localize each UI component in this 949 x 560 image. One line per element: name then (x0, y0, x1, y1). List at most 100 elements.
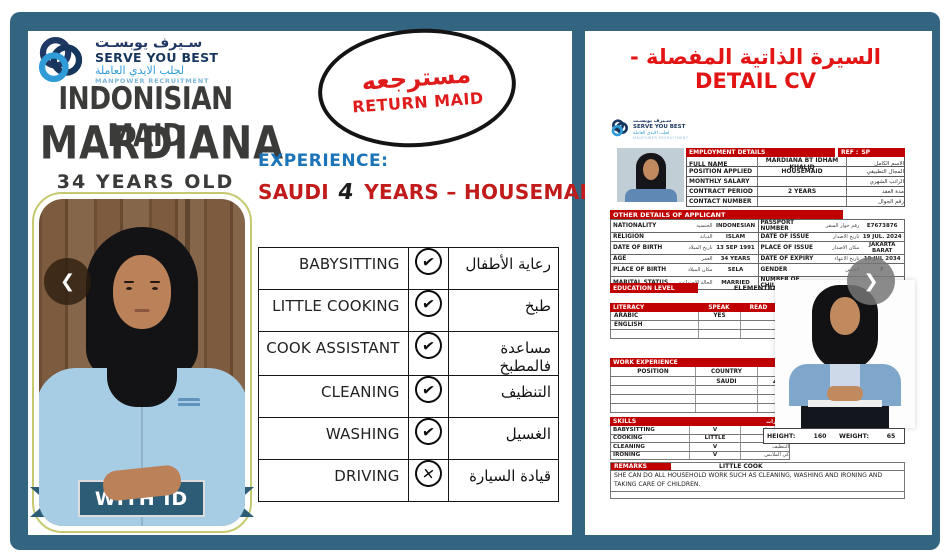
detail-label: PLACE OF BIRTH (613, 267, 667, 273)
detail-value: MARRIED (721, 280, 750, 286)
cv-skill-arabic: كي الملابس (764, 452, 789, 459)
work-cell (611, 395, 696, 403)
employment-row: CONTRACT PERIOD 2 YEARS مدة العقد (686, 187, 905, 197)
height-value: 160 (813, 432, 827, 440)
face-shape (113, 255, 171, 329)
cv-skill-label: COOKING (613, 435, 643, 442)
agency-logo-text: سـيرف يوبسـت SERVE YOU BEST لجلب الايدي … (95, 33, 218, 86)
remarks-header-row: REMARKS LITTLE COOK (610, 462, 905, 471)
check-circle-icon: ✔ (413, 416, 444, 447)
other-details-row: RELIGION الديانة ISLAM DATE OF ISSUE تاريخ ا… (611, 233, 904, 242)
literacy-cell (699, 321, 741, 329)
other-details-row: DATE OF BIRTH تاريخ الميلاد 13 SEP 1991 PLA… (611, 242, 904, 255)
employment-label-arabic: رقم الجوال (878, 198, 904, 205)
cv-logo-knot-icon (611, 119, 628, 137)
detail-label-arabic: مكان الميلاد (687, 267, 713, 273)
employment-details-table: EMPLOYMENT DETAILS REF : SP FULL NAME MAR… (686, 148, 905, 207)
skill-mark-cell: ✕ (407, 458, 450, 502)
detail-value: JAKARTA BARAT (868, 242, 896, 254)
work-cell (611, 377, 696, 386)
detail-label: DATE OF EXPIRY (760, 256, 814, 262)
detail-label: NATIONALITY (613, 223, 657, 229)
weight-label: WEIGHT: (839, 432, 869, 440)
remarks-label: REMARKS (611, 463, 671, 470)
skill-label-arabic: التنظيف (448, 375, 559, 418)
work-cell (696, 386, 758, 394)
left-panel: سـيرف يوبسـت SERVE YOU BEST لجلب الايدي … (28, 22, 604, 535)
detail-label-arabic: مكان الاصدار (832, 245, 860, 251)
agency-logo: سـيرف يوبسـت SERVE YOU BEST لجلب الايدي … (34, 33, 218, 87)
cv-logo-name: SERVE YOU BEST (633, 124, 686, 130)
skill-row: LITTLE COOKING ✔ طبخ (258, 288, 559, 332)
weight-value: 65 (886, 432, 896, 440)
next-photo-button[interactable]: ❯ (847, 257, 895, 305)
hijab-drape-shape (107, 349, 177, 407)
skill-label: DRIVING (258, 459, 409, 502)
skill-label-arabic: قيادة السيارة (448, 459, 559, 502)
work-cell (611, 386, 696, 394)
detail-label: DATE OF BIRTH (613, 245, 663, 251)
remarks-title: LITTLE COOK (719, 463, 763, 470)
employment-label: FULL NAME (689, 160, 728, 168)
experience-role: YEARS – HOUSEMAID (364, 180, 605, 204)
cv-passport-photo (617, 148, 684, 202)
employment-value (757, 177, 847, 186)
cv-skill-value: V (689, 426, 741, 434)
right-panel: السيرة الذاتية المفصلة - DETAIL CV سـيرف… (585, 31, 932, 535)
employment-label-arabic: مدة العقد (882, 188, 904, 195)
detail-value: 34 YEARS (720, 256, 751, 262)
work-cell (696, 404, 758, 412)
ref-header: REF : SP (838, 148, 905, 157)
maid-photo-frame (32, 192, 252, 533)
skill-label: BABYSITTING (258, 247, 409, 290)
maid-age: 34 YEARS OLD (56, 171, 235, 193)
skill-label-arabic: مساعدة فالمطبخ (448, 331, 559, 376)
employment-value: HOUSEMAID (757, 167, 847, 176)
agency-name: SERVE YOU BEST (95, 50, 219, 66)
cv-skill-value: V (689, 443, 741, 451)
work-cell (696, 395, 758, 403)
skill-label-arabic: طبخ (448, 289, 559, 332)
skill-row: DRIVING ✕ قيادة السيارة (258, 458, 559, 502)
cv-logo-text: سـيرف يوبسـت SERVE YOU BEST لجلب الايدي … (633, 118, 688, 140)
agency-logo-knot-icon (38, 37, 83, 83)
cv-full-photo (775, 280, 915, 428)
skill-label: COOK ASSISTANT (258, 331, 409, 376)
employment-label: POSITION APPLIED (689, 168, 753, 175)
employment-row: MONTHLY SALARY الراتب الشهري (686, 177, 905, 187)
detail-value: ISLAM (725, 234, 746, 240)
skill-mark-cell: ✔ (407, 288, 450, 332)
literacy-header-cell: READ (749, 304, 768, 311)
return-maid-stamp: مسترجعه RETURN MAID (314, 22, 520, 154)
cv-logo-arabic-tagline: لجلب الايدي العاملة (633, 130, 670, 136)
cv-agency-logo: سـيرف يوبسـت SERVE YOU BEST لجلب الايدي … (610, 118, 688, 140)
skill-label: WASHING (258, 417, 409, 460)
detail-value: 13 SEP 1991 (716, 245, 755, 251)
literacy-cell (611, 330, 699, 338)
other-left-cell: AGE العمر 34 YEARS (611, 255, 758, 263)
detail-cv-title: السيرة الذاتية المفصلة - DETAIL CV (629, 45, 881, 93)
cv-skill-value: V (689, 451, 741, 459)
employment-value (757, 197, 847, 206)
brow (124, 281, 134, 283)
brow (150, 281, 160, 283)
skill-row: CLEANING ✔ التنظيف (258, 374, 559, 418)
detail-label-arabic: تاريخ الاصدار (832, 234, 860, 240)
detail-value: E7673876 (866, 223, 898, 229)
chevron-right-icon: ❯ (863, 270, 879, 291)
skill-mark-cell: ✔ (407, 374, 450, 418)
literacy-cell: ARABIC (611, 312, 699, 320)
prev-photo-button[interactable]: ❮ (44, 258, 91, 305)
experience-country: SAUDI (258, 180, 330, 204)
literacy-cell (741, 312, 778, 320)
employment-label: CONTRACT PERIOD (689, 188, 753, 195)
employment-value: MARDIANA BT IDHAM KHALID (757, 157, 847, 171)
employment-label: MONTHLY SALARY (689, 178, 750, 185)
employment-label: CONTACT NUMBER (689, 198, 752, 205)
literacy-header-cell: LITERACY (613, 304, 645, 311)
detail-label: GENDER (760, 267, 788, 273)
cv-skill-label: IRONING (613, 452, 641, 459)
check-circle-icon: ✔ (413, 288, 444, 319)
face-shape (642, 159, 659, 180)
skill-label: LITTLE COOKING (258, 289, 409, 332)
